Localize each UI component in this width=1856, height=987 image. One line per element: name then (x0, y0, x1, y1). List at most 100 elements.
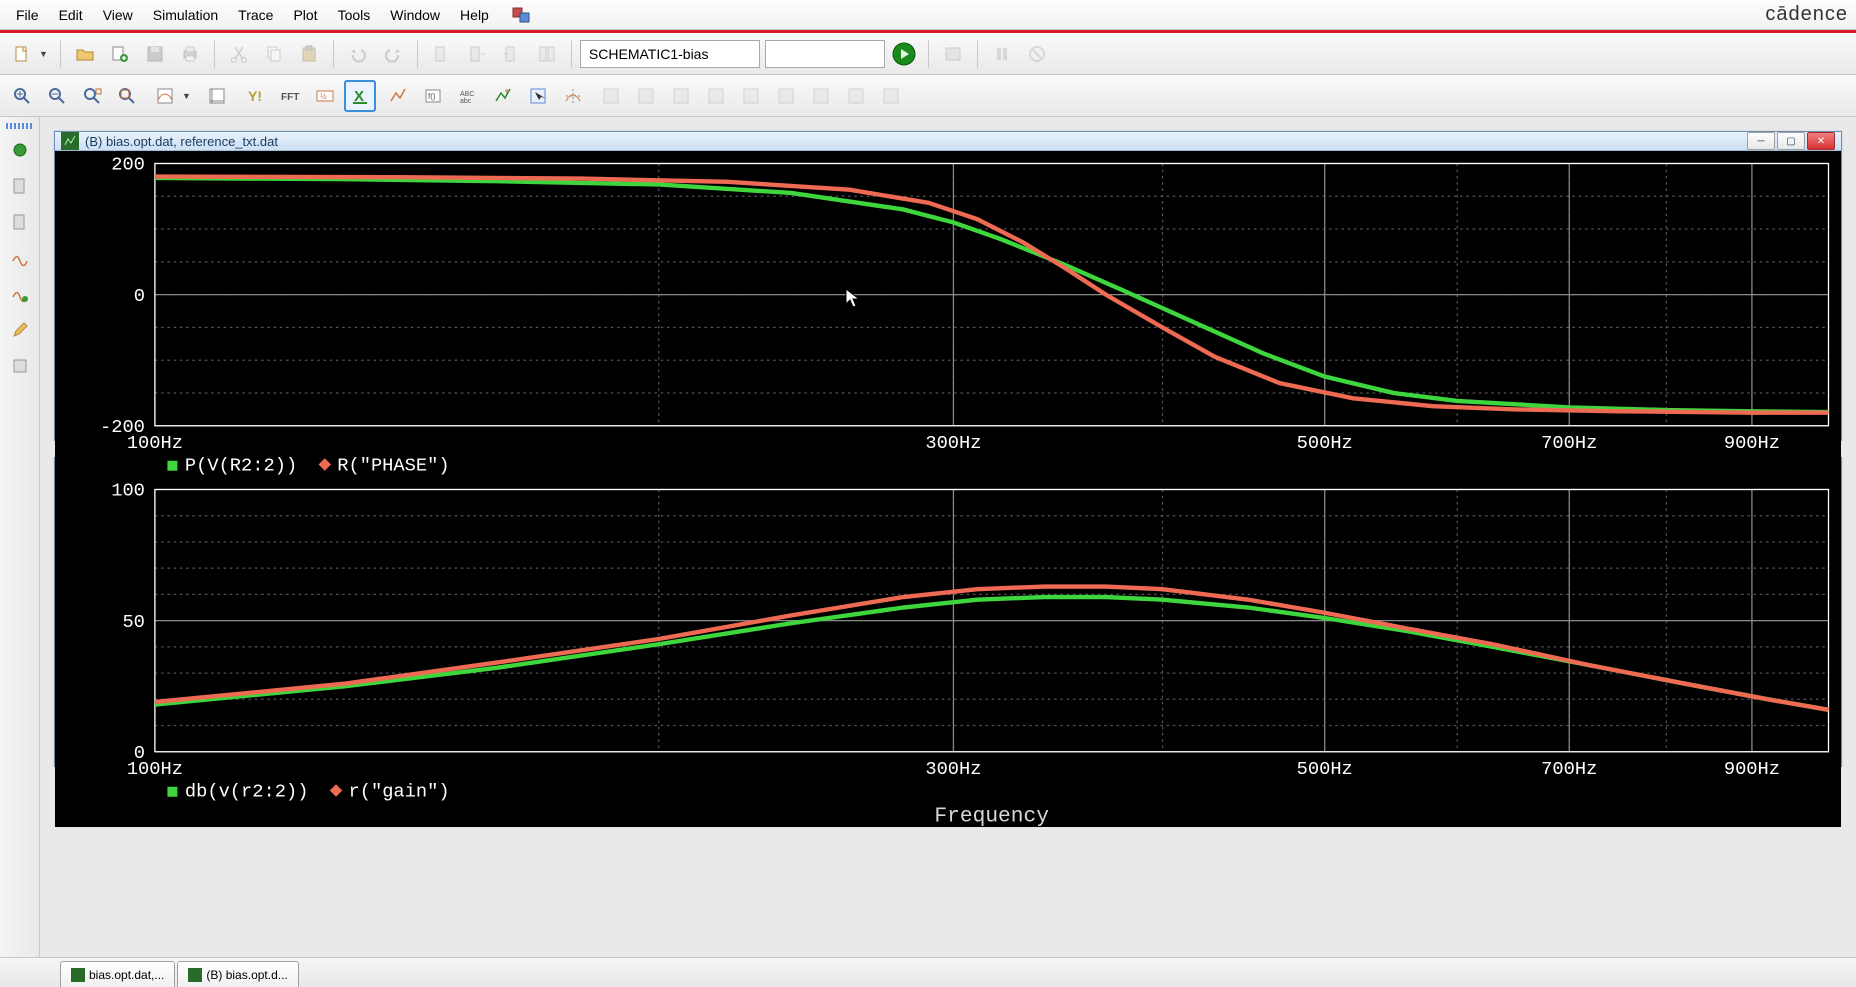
copy-icon[interactable] (258, 38, 290, 70)
print-icon[interactable] (174, 38, 206, 70)
toolbar-view: ▼ Y! FFT ½ X f() ABCabc (0, 75, 1856, 117)
grid7-icon[interactable] (805, 80, 837, 112)
menu-trace[interactable]: Trace (228, 3, 283, 27)
grid6-icon[interactable] (770, 80, 802, 112)
svg-text:0: 0 (134, 742, 145, 764)
log-dropdown-icon[interactable]: ▼ (182, 91, 195, 101)
open-append-icon[interactable] (104, 38, 136, 70)
new-icon[interactable] (6, 38, 38, 70)
tool-a-icon[interactable] (426, 38, 458, 70)
zoom-out-icon[interactable] (41, 80, 73, 112)
log-x-icon[interactable] (149, 80, 181, 112)
svg-text:900Hz: 900Hz (1724, 758, 1780, 780)
doc2-icon[interactable] (5, 207, 35, 237)
grid1-icon[interactable] (595, 80, 627, 112)
main-area: (B) bias.opt.dat, reference_txt.dat ─ ▢ … (0, 117, 1856, 957)
menu-help[interactable]: Help (450, 3, 499, 27)
save-icon[interactable] (139, 38, 171, 70)
grid9-icon[interactable] (875, 80, 907, 112)
svg-text:700Hz: 700Hz (1541, 758, 1597, 780)
status-tab-1[interactable]: bias.opt.dat,... (60, 961, 175, 987)
close-button[interactable]: ✕ (1807, 132, 1835, 150)
paste-icon[interactable] (293, 38, 325, 70)
plot-b-body[interactable]: 100Hz300Hz500Hz700Hz900Hz-2000200P(V(R2:… (55, 151, 1841, 501)
pause-icon[interactable] (986, 38, 1018, 70)
grip-icon (6, 123, 34, 129)
svg-text:r("gain"): r("gain") (349, 781, 450, 803)
svg-text:½: ½ (320, 92, 327, 101)
menu-tools[interactable]: Tools (328, 3, 381, 27)
eval-icon[interactable]: f() (417, 80, 449, 112)
minimize-button[interactable]: ─ (1747, 132, 1775, 150)
zoom-in-icon[interactable] (6, 80, 38, 112)
menu-file[interactable]: File (6, 3, 49, 27)
tool-c-icon[interactable] (496, 38, 528, 70)
marker-circle-icon[interactable] (5, 135, 35, 165)
svg-text:0: 0 (134, 285, 145, 307)
svg-text:100: 100 (111, 480, 145, 502)
wave1-icon[interactable] (5, 243, 35, 273)
svg-text:500Hz: 500Hz (1297, 758, 1353, 780)
svg-text:Y!: Y! (248, 88, 262, 104)
plot-b-titlebar[interactable]: (B) bias.opt.dat, reference_txt.dat ─ ▢ … (55, 132, 1841, 151)
tool-x-icon[interactable] (5, 351, 35, 381)
tool-e-icon[interactable] (937, 38, 969, 70)
redo-icon[interactable] (377, 38, 409, 70)
svg-text:Frequency: Frequency (934, 805, 1049, 827)
new-dropdown-icon[interactable]: ▼ (39, 49, 52, 59)
plot-icon (61, 132, 79, 150)
fft-button[interactable]: FFT (274, 80, 306, 112)
zoom-area-icon[interactable] (76, 80, 108, 112)
svg-text:700Hz: 700Hz (1541, 432, 1597, 454)
grid3-icon[interactable] (665, 80, 697, 112)
toolbar-main: ▼ SCHEMATIC1-bias (0, 33, 1856, 75)
svg-text:200: 200 (111, 154, 145, 176)
svg-text:R("PHASE"): R("PHASE") (337, 455, 449, 477)
cut-icon[interactable] (223, 38, 255, 70)
y-button[interactable]: Y! (239, 80, 271, 112)
wave2-icon[interactable] (5, 279, 35, 309)
cadence-logo: cādence (1765, 3, 1848, 26)
status-tab-2[interactable]: (B) bias.opt.d... (177, 961, 298, 987)
svg-text:300Hz: 300Hz (925, 432, 981, 454)
tool-d-icon[interactable] (531, 38, 563, 70)
plot-window-b: (B) bias.opt.dat, reference_txt.dat ─ ▢ … (54, 131, 1842, 441)
pencil-icon[interactable] (5, 315, 35, 345)
grid8-icon[interactable] (840, 80, 872, 112)
left-toolbar (0, 117, 40, 957)
open-icon[interactable] (69, 38, 101, 70)
simulation-name-field[interactable]: SCHEMATIC1-bias (580, 40, 760, 68)
log-y-icon[interactable] (201, 80, 233, 112)
svg-text:50: 50 (122, 611, 144, 633)
add-trace-icon[interactable] (382, 80, 414, 112)
tab-icon (71, 968, 85, 982)
svg-text:abc: abc (460, 98, 472, 105)
undo-icon[interactable] (342, 38, 374, 70)
x-button[interactable]: X (344, 80, 376, 112)
perf-button[interactable]: ½ (309, 80, 341, 112)
cursor-icon[interactable] (522, 80, 554, 112)
add-plot-icon[interactable] (487, 80, 519, 112)
simulation-input[interactable] (765, 40, 885, 68)
plot-window-a: (A) bias.opt.dat, reference_txt.dat ─ ▢ … (54, 457, 1842, 767)
grid5-icon[interactable] (735, 80, 767, 112)
menu-edit[interactable]: Edit (49, 3, 93, 27)
doc-icon[interactable] (5, 171, 35, 201)
plot-a-body[interactable]: 100Hz300Hz500Hz700Hz900Hz050100db(v(r2:2… (55, 477, 1841, 827)
tab-icon (188, 968, 202, 982)
menu-plot[interactable]: Plot (283, 3, 327, 27)
menu-window[interactable]: Window (380, 3, 450, 27)
grid4-icon[interactable] (700, 80, 732, 112)
menu-view[interactable]: View (93, 3, 143, 27)
mark-icon[interactable] (557, 80, 589, 112)
stop-icon[interactable] (1021, 38, 1053, 70)
text-icon[interactable]: ABCabc (452, 80, 484, 112)
grid2-icon[interactable] (630, 80, 662, 112)
maximize-button[interactable]: ▢ (1777, 132, 1805, 150)
menu-simulation[interactable]: Simulation (143, 3, 228, 27)
window-switch-icon[interactable] (505, 0, 537, 31)
tool-b-icon[interactable] (461, 38, 493, 70)
run-button[interactable] (888, 38, 920, 70)
svg-text:300Hz: 300Hz (925, 758, 981, 780)
zoom-fit-icon[interactable] (111, 80, 143, 112)
